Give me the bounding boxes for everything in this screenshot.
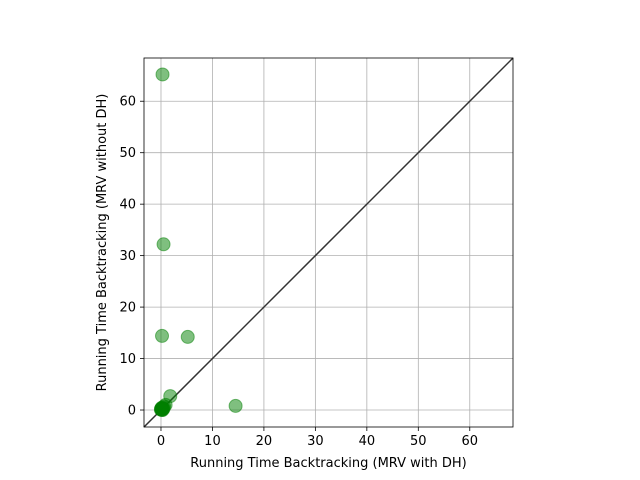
data-point [154, 401, 169, 416]
identity-line [143, 57, 514, 428]
x-tick-label: 10 [204, 434, 221, 449]
x-axis-label: Running Time Backtracking (MRV with DH) [190, 456, 466, 471]
y-tick-label: 60 [119, 95, 136, 110]
data-point [228, 398, 243, 413]
plot-frame [143, 57, 514, 428]
x-tick-label: 60 [461, 434, 478, 449]
x-tick-label: 50 [410, 434, 427, 449]
data-point [155, 67, 170, 82]
x-tick-label: 0 [157, 434, 165, 449]
y-tick-label: 40 [119, 198, 136, 213]
grid-lines [144, 58, 513, 427]
y-tick-label: 0 [128, 404, 136, 419]
y-tick-label: 30 [119, 249, 136, 264]
data-point [156, 237, 171, 252]
y-axis-label: Running Time Backtracking (MRV without D… [95, 94, 110, 392]
data-point [180, 329, 195, 344]
axis-ticks: 0 10 20 30 40 50 60 0 10 20 30 40 50 60 [119, 95, 478, 449]
x-tick-label: 20 [256, 434, 273, 449]
y-tick-label: 20 [119, 301, 136, 316]
y-tick-label: 10 [119, 352, 136, 367]
x-tick-label: 30 [307, 434, 324, 449]
x-tick-label: 40 [359, 434, 376, 449]
data-point [155, 328, 170, 343]
y-tick-label: 50 [119, 146, 136, 161]
data-points [153, 67, 243, 418]
